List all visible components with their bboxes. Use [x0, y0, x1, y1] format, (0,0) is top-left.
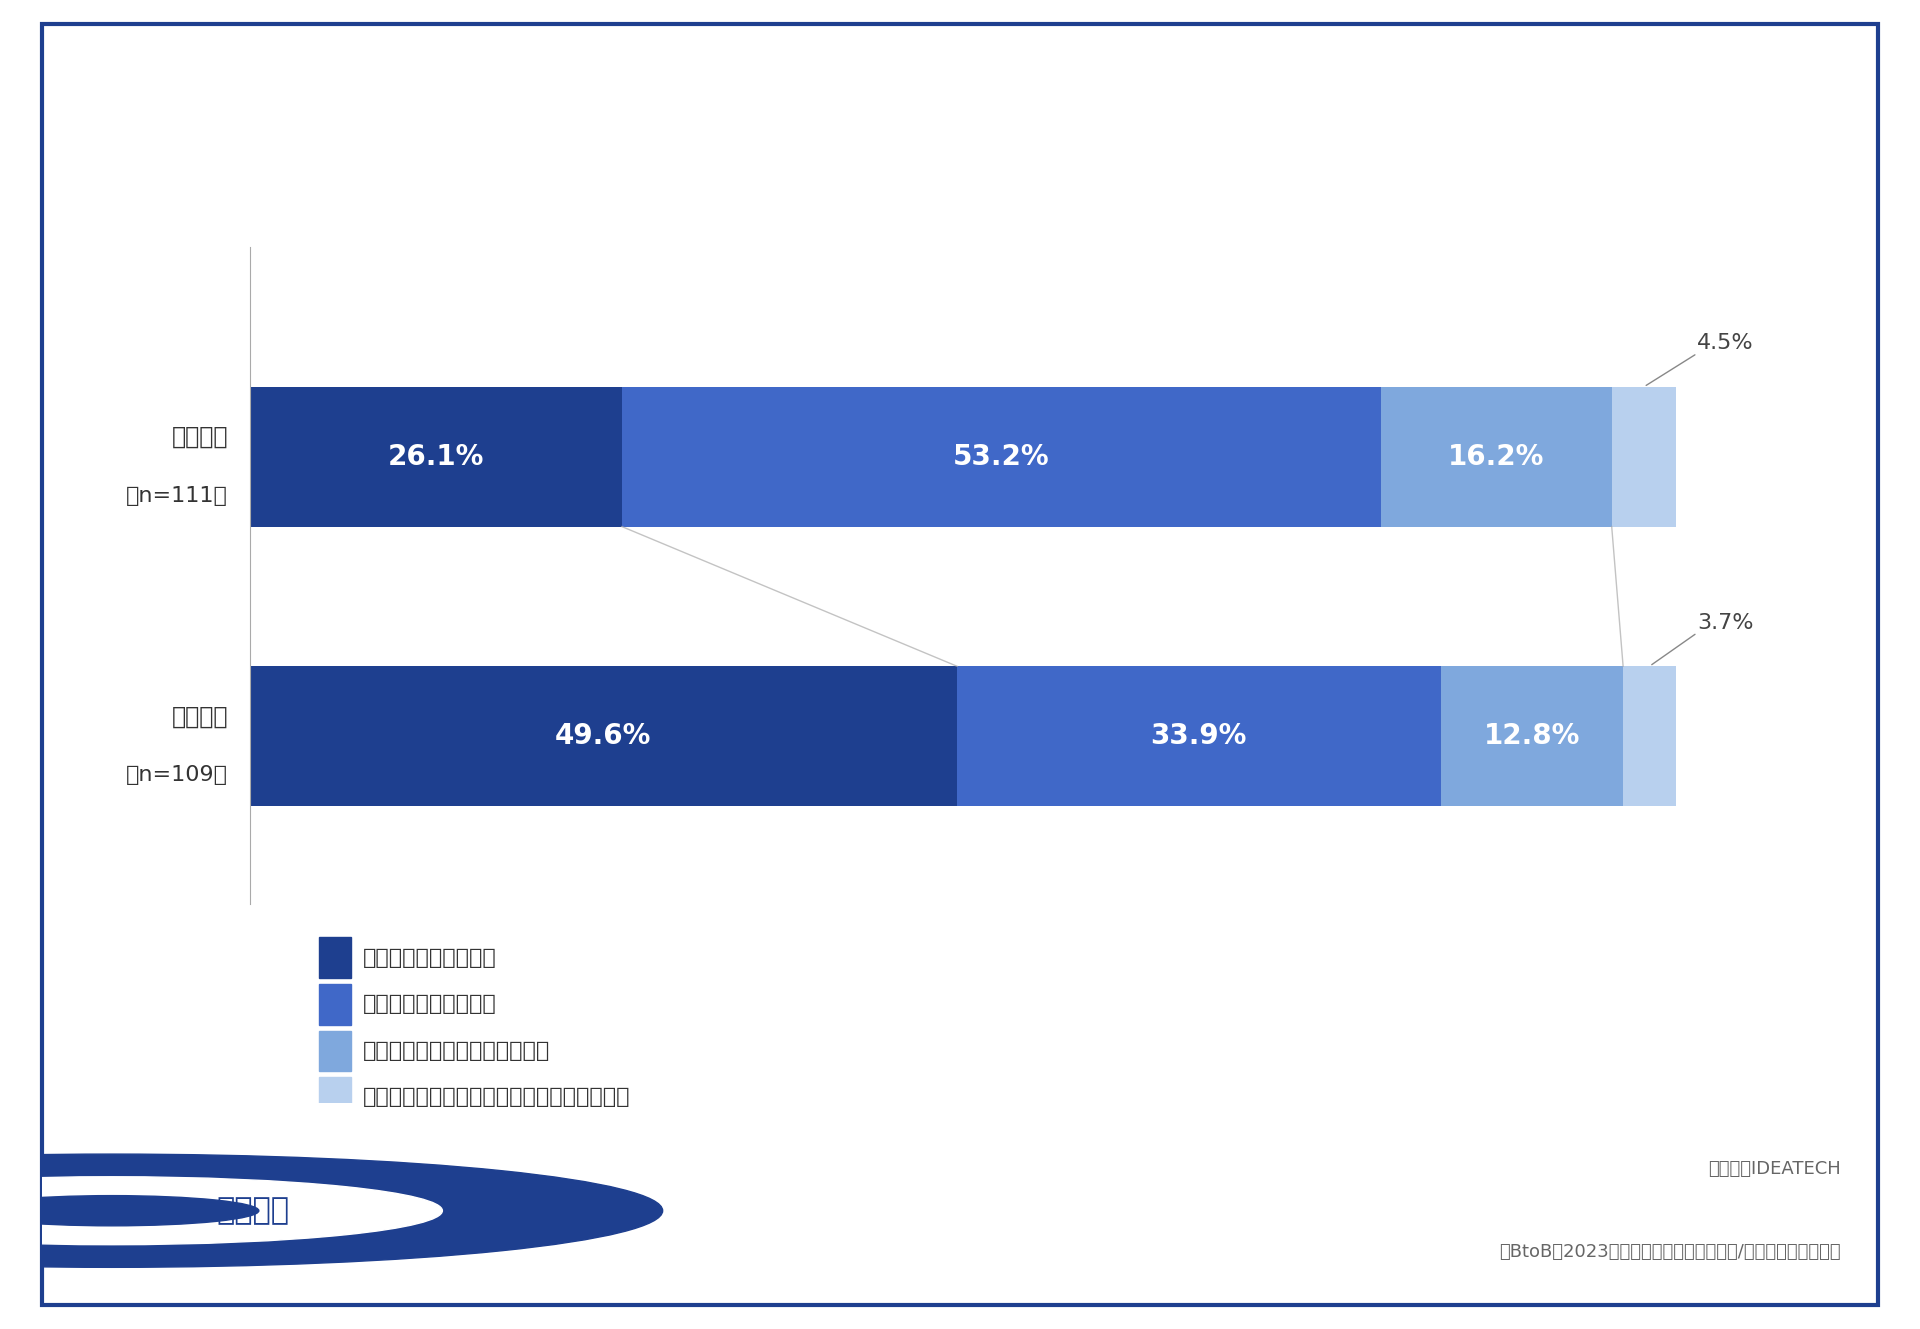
Text: 53.2%: 53.2% [952, 443, 1050, 470]
Circle shape [0, 1154, 662, 1268]
Bar [1611, 387, 1676, 526]
Text: 内部要因の方が大きい: 内部要因の方が大きい [363, 994, 495, 1014]
Text: 「外部要因」「内部要因」のどちらが大きいと考えますか。: 「外部要因」「内部要因」のどちらが大きいと考えますか。 [192, 152, 733, 183]
Bar [319, 1030, 351, 1071]
Bar [250, 387, 622, 526]
Bar [956, 666, 1440, 805]
Text: 【BtoB】2023年度リード獲得目標の未達/達成企業の比較調査: 【BtoB】2023年度リード獲得目標の未達/達成企業の比較調査 [1500, 1243, 1841, 1261]
Bar [250, 666, 956, 805]
Text: 4.5%: 4.5% [1697, 334, 1753, 354]
Text: 16.2%: 16.2% [1448, 443, 1544, 470]
Text: 12.8%: 12.8% [1484, 722, 1580, 750]
Text: 33.9%: 33.9% [1150, 722, 1246, 750]
Bar [1440, 666, 1622, 805]
Bar [622, 387, 1380, 526]
Bar [319, 937, 351, 978]
Bar [319, 983, 351, 1025]
Text: 株式会社IDEATECH: 株式会社IDEATECH [1709, 1160, 1841, 1179]
Text: （n=109）: （n=109） [127, 766, 228, 785]
Text: リサピー: リサピー [217, 1196, 290, 1225]
Text: あなたがリード獲得目標を達成しなかった/達成できた要因として、: あなたがリード獲得目標を達成しなかった/達成できた要因として、 [192, 72, 804, 105]
Text: 達成企業: 達成企業 [171, 704, 228, 728]
Text: 外部要因・内部要因共に全く影響していない: 外部要因・内部要因共に全く影響していない [363, 1087, 630, 1107]
Bar [1380, 387, 1611, 526]
Text: 外部要因・内部要因が全く同じ: 外部要因・内部要因が全く同じ [363, 1041, 549, 1061]
Text: 外部要因の方が大きい: 外部要因の方が大きい [363, 948, 495, 968]
Bar [319, 1076, 351, 1118]
Text: （n=111）: （n=111） [127, 486, 228, 506]
Text: Q4: Q4 [61, 101, 131, 144]
Circle shape [0, 1196, 259, 1225]
Text: 26.1%: 26.1% [388, 443, 484, 470]
Text: 49.6%: 49.6% [555, 722, 651, 750]
Text: 未達企業: 未達企業 [171, 425, 228, 449]
Bar [1622, 666, 1676, 805]
Circle shape [0, 1176, 442, 1245]
Text: 3.7%: 3.7% [1697, 613, 1753, 633]
